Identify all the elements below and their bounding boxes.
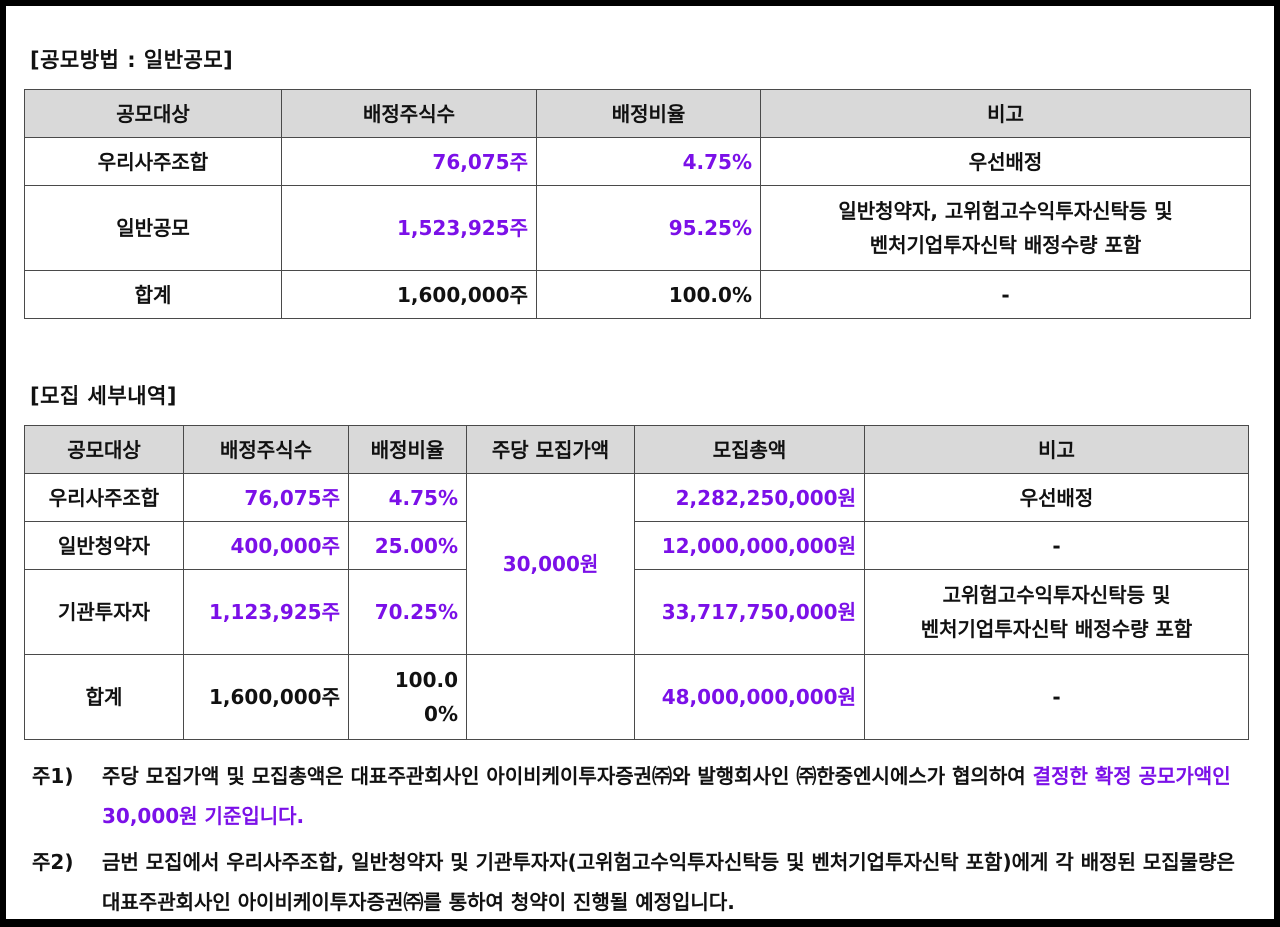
offering-detail-table: 공모대상 배정주식수 배정비율 주당 모집가액 모집총액 비고 우리사주조합 7…: [24, 425, 1249, 740]
cell-ratio: 4.75%: [536, 137, 761, 186]
cell-note: -: [864, 654, 1249, 740]
header-ratio: 배정비율: [536, 89, 761, 138]
table-row: 일반청약자 400,000주 25.00% 12,000,000,000원 -: [24, 521, 1249, 570]
cell-target: 기관투자자: [24, 569, 184, 655]
cell-price-empty: [466, 654, 635, 740]
cell-note: 우선배정: [760, 137, 1251, 186]
table-row: 일반공모 1,523,925주 95.25% 일반청약자, 고위험고수익투자신탁…: [24, 185, 1251, 271]
cell-note: -: [864, 521, 1249, 570]
cell-ratio: 100.0%: [536, 270, 761, 319]
cell-total: 2,282,250,000원: [634, 473, 865, 522]
cell-target: 합계: [24, 270, 282, 319]
cell-target: 우리사주조합: [24, 137, 282, 186]
cell-note: 일반청약자, 고위험고수익투자신탁등 및 벤처기업투자신탁 배정수량 포함: [760, 185, 1251, 271]
cell-ratio: 100.0 0%: [348, 654, 467, 740]
cell-total: 33,717,750,000원: [634, 569, 865, 655]
cell-ratio: 25.00%: [348, 521, 467, 570]
header-target: 공모대상: [24, 425, 184, 474]
footnotes: 주1) 주당 모집가액 및 모집총액은 대표주관회사인 아이비케이투자증권㈜와 …: [30, 756, 1255, 922]
cell-shares: 76,075주: [281, 137, 537, 186]
document-page: [공모방법 : 일반공모] 공모대상 배정주식수 배정비율 비고 우리사주조합 …: [6, 6, 1274, 919]
header-note: 비고: [760, 89, 1251, 138]
footnote-2: 주2) 금번 모집에서 우리사주조합, 일반청약자 및 기관투자자(고위험고수익…: [30, 842, 1255, 922]
header-total: 모집총액: [634, 425, 865, 474]
footnote-1: 주1) 주당 모집가액 및 모집총액은 대표주관회사인 아이비케이투자증권㈜와 …: [30, 756, 1255, 836]
allocation-table: 공모대상 배정주식수 배정비율 비고 우리사주조합 76,075주 4.75% …: [24, 89, 1251, 319]
cell-total: 12,000,000,000원: [634, 521, 865, 570]
header-shares: 배정주식수: [183, 425, 349, 474]
cell-shares: 1,600,000주: [281, 270, 537, 319]
header-price: 주당 모집가액: [466, 425, 635, 474]
footnote-highlight: 결정한 확정 공모가액인 30,000원 기준입니다.: [102, 764, 1231, 828]
header-shares: 배정주식수: [281, 89, 537, 138]
cell-ratio: 70.25%: [348, 569, 467, 655]
cell-note: 우선배정: [864, 473, 1249, 522]
table-row: 합계 1,600,000주 100.0 0% 48,000,000,000원 -: [24, 654, 1249, 740]
cell-price: 30,000원: [466, 473, 635, 655]
ratio-line-1: 100.0: [394, 668, 458, 692]
footnote-label: 주2): [32, 850, 74, 874]
cell-target: 일반청약자: [24, 521, 184, 570]
note-line-1: 일반청약자, 고위험고수익투자신탁등 및: [838, 199, 1173, 223]
header-target: 공모대상: [24, 89, 282, 138]
cell-ratio: 4.75%: [348, 473, 467, 522]
cell-ratio: 95.25%: [536, 185, 761, 271]
cell-shares: 1,123,925주: [183, 569, 349, 655]
footnote-text: 금번 모집에서 우리사주조합, 일반청약자 및 기관투자자(고위험고수익투자신탁…: [102, 850, 1235, 914]
note-line-2: 벤처기업투자신탁 배정수량 포함: [869, 233, 1142, 257]
cell-shares: 1,523,925주: [281, 185, 537, 271]
note-line-1: 고위험고수익투자신탁등 및: [942, 583, 1171, 607]
table-row: 우리사주조합 76,075주 4.75% 30,000원 2,282,250,0…: [24, 473, 1249, 655]
table-row: 합계 1,600,000주 100.0% -: [24, 270, 1251, 319]
cell-shares: 1,600,000주: [183, 654, 349, 740]
cell-shares: 400,000주: [183, 521, 349, 570]
cell-note: 고위험고수익투자신탁등 및 벤처기업투자신탁 배정수량 포함: [864, 569, 1249, 655]
cell-target: 일반공모: [24, 185, 282, 271]
header-note: 비고: [864, 425, 1249, 474]
footnote-text: 주당 모집가액 및 모집총액은 대표주관회사인 아이비케이투자증권㈜와 발행회사…: [102, 764, 1033, 788]
cell-note: -: [760, 270, 1251, 319]
header-ratio: 배정비율: [348, 425, 467, 474]
section1-title: [공모방법 : 일반공모]: [30, 48, 234, 72]
table-row: 우리사주조합 76,075주 4.75% 우선배정: [24, 137, 1251, 186]
section2-title: [모집 세부내역]: [30, 384, 177, 408]
cell-shares: 76,075주: [183, 473, 349, 522]
footnote-label: 주1): [32, 764, 74, 788]
cell-target: 합계: [24, 654, 184, 740]
cell-target: 우리사주조합: [24, 473, 184, 522]
note-line-2: 벤처기업투자신탁 배정수량 포함: [920, 617, 1193, 641]
ratio-line-2: 0%: [424, 702, 458, 726]
cell-total: 48,000,000,000원: [634, 654, 865, 740]
table-row: 기관투자자 1,123,925주 70.25% 33,717,750,000원 …: [24, 569, 1249, 655]
